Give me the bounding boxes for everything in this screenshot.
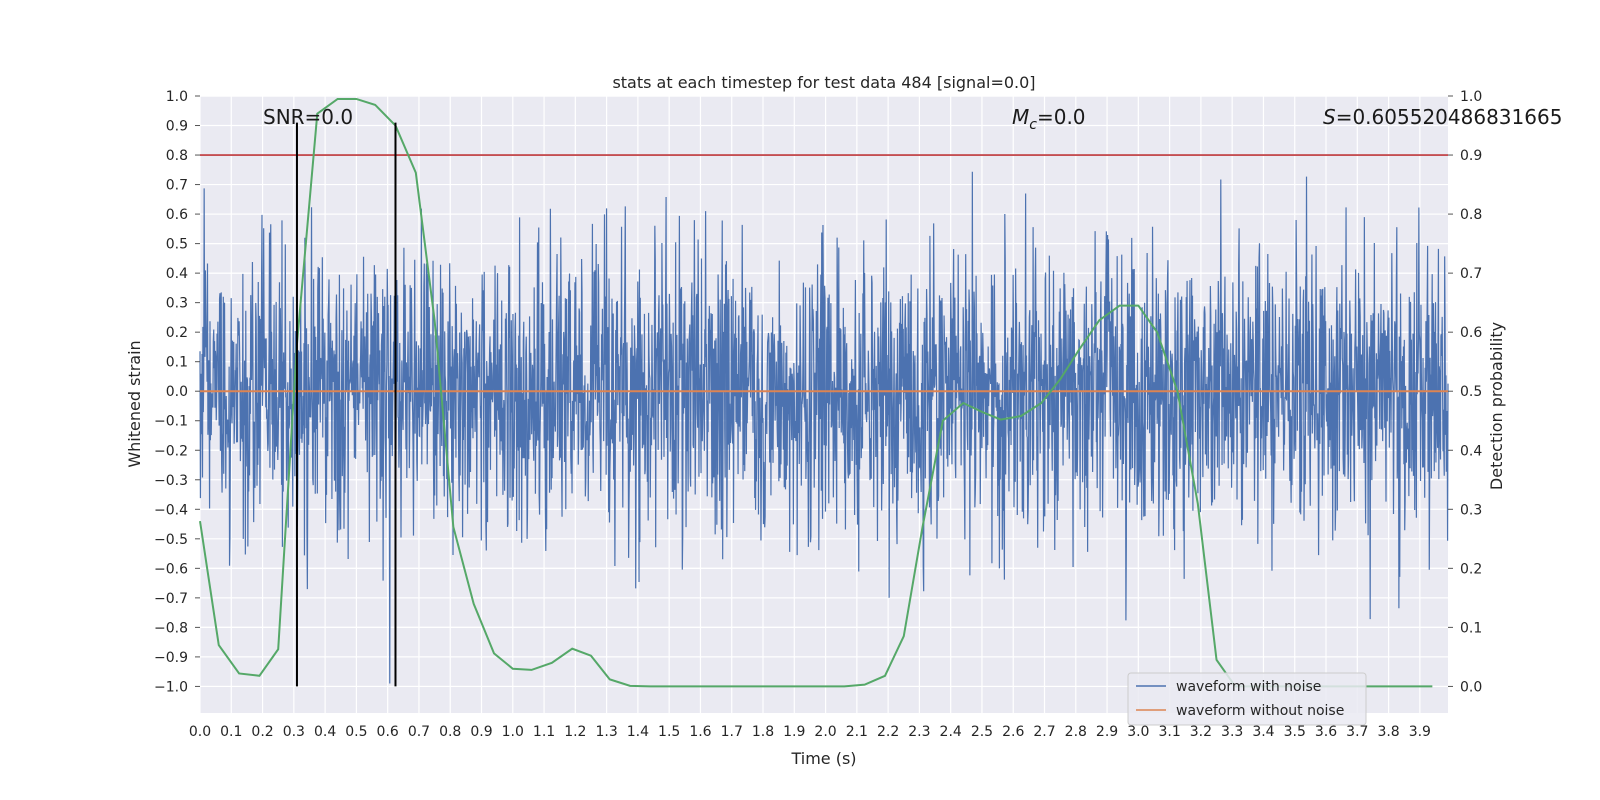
x-tick-label-25: 2.5 [971, 724, 993, 740]
x-tick-label-26: 2.6 [1002, 724, 1024, 740]
x-tick-label-0: 0.0 [189, 724, 211, 740]
mc-subscript: c [1029, 117, 1037, 133]
y2-ticks: 1.0 0.9 0.8 0.7 0.6 0.5 0.4 0.3 0.2 0.1 0.0 [1448, 89, 1482, 695]
x-tick-label-28: 2.8 [1065, 724, 1087, 740]
x-tick-label-32: 3.2 [1190, 724, 1212, 740]
y2-tick-label-2: 0.8 [1460, 207, 1482, 223]
x-tick-label-17: 1.7 [721, 724, 743, 740]
x-tick-label-35: 3.5 [1284, 724, 1306, 740]
x-tick-label-36: 3.6 [1315, 724, 1337, 740]
x-tick-label-33: 3.3 [1221, 724, 1243, 740]
x-tick-label-24: 2.4 [940, 724, 962, 740]
x-tick-label-18: 1.8 [752, 724, 774, 740]
y-tick-label-4: 0.6 [166, 207, 188, 223]
y-tick-label-18: −0.8 [154, 620, 188, 636]
legend-label-noise: waveform with noise [1176, 679, 1321, 695]
series-waveform-with-noise [199, 171, 1449, 684]
y2-tick-label-4: 0.6 [1460, 325, 1482, 341]
x-tick-label-21: 2.1 [846, 724, 868, 740]
y-tick-label-3: 0.7 [166, 178, 188, 194]
y2-tick-label-6: 0.4 [1460, 443, 1482, 459]
y2-tick-label-0: 1.0 [1460, 89, 1482, 105]
y-ticks: 1.0 0.9 0.8 0.7 0.6 0.5 0.4 0.3 0.2 0.1 0.0 −0.1 −0.… [154, 89, 200, 695]
mc-annotation: Mc=0.0 [1012, 105, 1086, 133]
y2-axis-label: Detection probability [1487, 322, 1506, 490]
y-tick-label-10: 0.0 [166, 384, 188, 400]
y-tick-label-15: −0.5 [154, 532, 188, 548]
s-value: =0.605520486831665 [1336, 105, 1563, 129]
y2-tick-label-1: 0.9 [1460, 148, 1482, 164]
x-tick-label-5: 0.5 [345, 724, 367, 740]
y-tick-label-7: 0.3 [166, 296, 188, 312]
x-tick-label-39: 3.9 [1409, 724, 1431, 740]
x-tick-label-16: 1.6 [689, 724, 711, 740]
chart-title: stats at each timestep for test data 484… [612, 73, 1035, 92]
legend-label-clean: waveform without noise [1176, 703, 1344, 719]
x-tick-label-8: 0.8 [439, 724, 461, 740]
y-tick-label-1: 0.9 [166, 119, 188, 135]
y-tick-label-20: −1.0 [154, 679, 188, 695]
y-tick-label-16: −0.6 [154, 561, 188, 577]
x-tick-label-13: 1.3 [595, 724, 617, 740]
x-tick-label-27: 2.7 [1033, 724, 1055, 740]
noise-line [199, 171, 1449, 684]
x-tick-label-4: 0.4 [314, 724, 336, 740]
y-tick-label-11: −0.1 [154, 414, 188, 430]
y-tick-label-0: 1.0 [166, 89, 188, 105]
x-tick-label-12: 1.2 [564, 724, 586, 740]
x-tick-label-10: 1.0 [502, 724, 524, 740]
s-symbol: S [1323, 105, 1336, 129]
x-tick-label-29: 2.9 [1096, 724, 1118, 740]
y2-tick-label-7: 0.3 [1460, 502, 1482, 518]
x-tick-label-31: 3.1 [1158, 724, 1180, 740]
x-axis-label: Time (s) [790, 749, 856, 768]
x-tick-label-30: 3.0 [1127, 724, 1149, 740]
legend-box [1127, 672, 1367, 726]
y-tick-label-14: −0.4 [154, 502, 188, 518]
x-tick-label-3: 0.3 [283, 724, 305, 740]
x-tick-label-2: 0.2 [251, 724, 273, 740]
mc-value: =0.0 [1037, 105, 1086, 129]
event-markers [295, 122, 397, 687]
y2-tick-label-3: 0.7 [1460, 266, 1482, 282]
legend: waveform with noise waveform without noi… [1127, 672, 1367, 726]
x-tick-label-37: 3.7 [1346, 724, 1368, 740]
x-tick-label-23: 2.3 [908, 724, 930, 740]
y-tick-label-12: −0.2 [154, 443, 188, 459]
x-tick-label-15: 1.5 [658, 724, 680, 740]
x-tick-label-34: 3.4 [1252, 724, 1274, 740]
mc-symbol: M [1012, 105, 1029, 129]
x-tick-label-19: 1.9 [783, 724, 805, 740]
x-ticks: 0.0 0.1 0.2 0.3 0.4 0.5 0.6 0.7 0.8 0.9 1.0 1.1 1.2 1… [189, 724, 1431, 740]
y2-tick-label-9: 0.1 [1460, 620, 1482, 636]
y-tick-label-5: 0.5 [166, 237, 188, 253]
y-tick-label-13: −0.3 [154, 473, 188, 489]
y-tick-label-6: 0.4 [166, 266, 188, 282]
y-axis-label: Whitened strain [125, 340, 144, 467]
y2-tick-label-5: 0.5 [1460, 384, 1482, 400]
y2-tick-label-10: 0.0 [1460, 679, 1482, 695]
x-tick-label-38: 3.8 [1377, 724, 1399, 740]
y-tick-label-8: 0.2 [166, 325, 188, 341]
x-tick-label-1: 0.1 [220, 724, 242, 740]
snr-annotation: SNR=0.0 [263, 105, 353, 129]
y-tick-label-19: −0.9 [154, 650, 188, 666]
x-tick-label-6: 0.6 [377, 724, 399, 740]
x-tick-label-11: 1.1 [533, 724, 555, 740]
x-tick-label-7: 0.7 [408, 724, 430, 740]
s-annotation: S=0.605520486831665 [1323, 105, 1562, 129]
y2-tick-label-8: 0.2 [1460, 561, 1482, 577]
x-tick-label-9: 0.9 [470, 724, 492, 740]
y-tick-label-2: 0.8 [166, 148, 188, 164]
x-tick-label-22: 2.2 [877, 724, 899, 740]
x-tick-label-14: 1.4 [627, 724, 649, 740]
y-tick-label-17: −0.7 [154, 591, 188, 607]
x-tick-label-20: 2.0 [814, 724, 836, 740]
y-tick-label-9: 0.1 [166, 355, 188, 371]
